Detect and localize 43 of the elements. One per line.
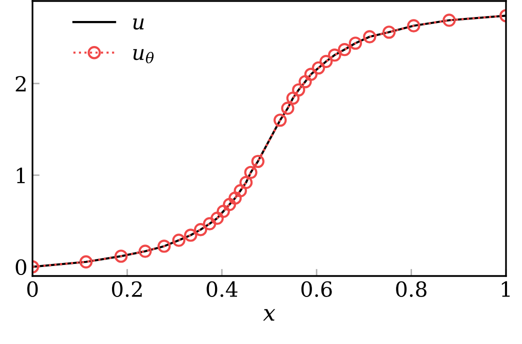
point [442, 14, 456, 27]
point [172, 234, 186, 247]
point [210, 212, 224, 225]
legend-label: u [133, 18, 144, 30]
point [328, 48, 342, 62]
y-tick-label: 0 [16, 259, 26, 276]
point [244, 166, 258, 180]
x-tick-label: 0.2 [112, 281, 142, 297]
point [274, 114, 287, 127]
point [216, 204, 230, 218]
point [228, 191, 242, 205]
point [184, 228, 198, 242]
x-tick-label: 0.4 [206, 281, 238, 297]
y-tick-label: 1 [16, 168, 25, 184]
point [312, 61, 326, 75]
point [382, 26, 396, 39]
point [194, 223, 208, 236]
x-tick-label: 0.6 [301, 281, 332, 297]
point [363, 30, 376, 44]
point [281, 102, 294, 115]
x-tick-label: 0 [27, 281, 38, 297]
point [239, 176, 253, 190]
point [348, 36, 362, 50]
point [222, 198, 236, 212]
x-tick-label: 0.8 [396, 281, 426, 297]
point [202, 217, 216, 230]
x-tick-label: 1 [502, 281, 510, 297]
point [79, 255, 93, 268]
point [338, 42, 352, 56]
y-tick-label: 2 [16, 76, 26, 92]
point [114, 250, 128, 263]
point [319, 54, 333, 68]
point [138, 244, 152, 258]
point [304, 68, 318, 81]
point [286, 92, 300, 105]
legend-label: u$_{θ}$ [133, 49, 154, 64]
point [158, 240, 171, 253]
x-axis-title: x [263, 309, 276, 321]
point [407, 19, 420, 32]
point [251, 154, 264, 168]
point [298, 75, 312, 88]
point [292, 83, 306, 97]
point [234, 184, 247, 198]
